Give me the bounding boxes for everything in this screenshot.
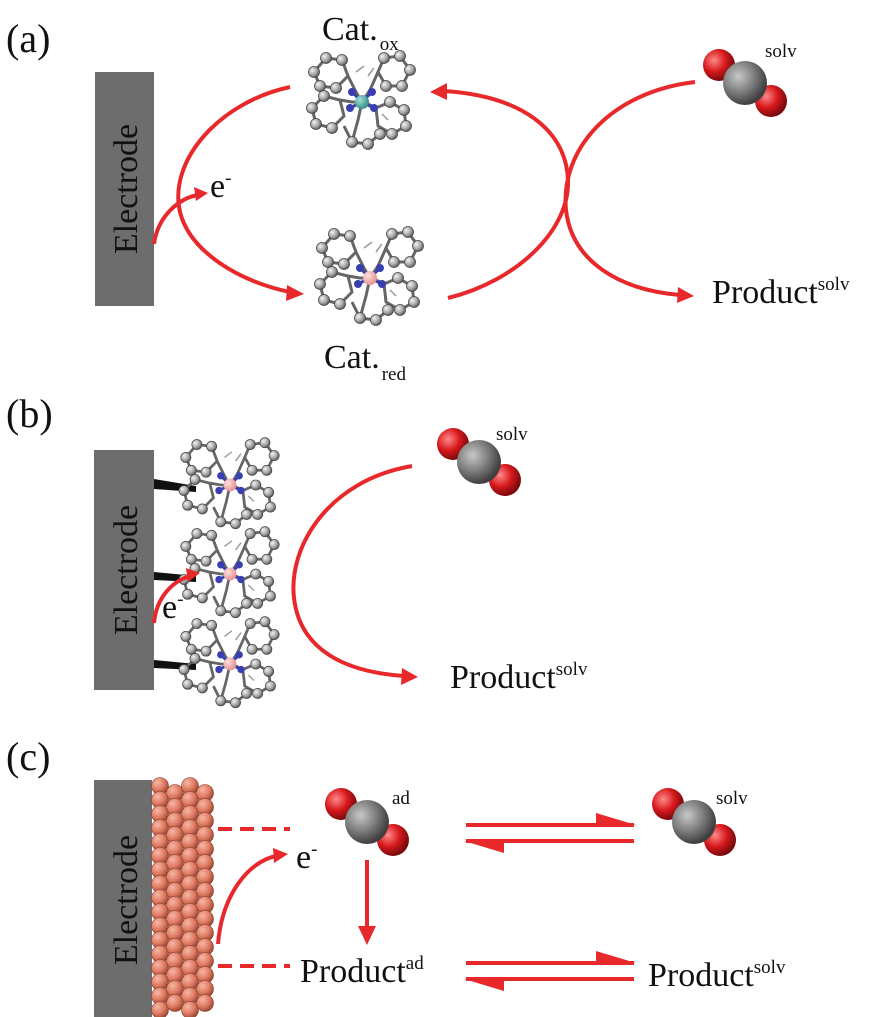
cat-ox-label: Cat. ox — [322, 11, 399, 55]
electron-a-label: e- — [210, 168, 231, 205]
electron-c-label: e- — [296, 839, 317, 876]
reduction-arrowhead — [286, 285, 304, 301]
catalyst-immobilized-icon-1 — [177, 436, 281, 531]
cat-red-label: Cat. red — [324, 339, 406, 385]
electron-transfer-arrow-b — [152, 574, 191, 624]
catalyst-red-icon — [313, 225, 425, 327]
substrate-arc-arrow-b — [291, 464, 413, 678]
conversion-arrowhead — [358, 926, 376, 945]
co2-b-superscript: solv — [496, 424, 528, 445]
oxidation-arc-arrow — [443, 89, 571, 300]
catalyst-immobilized-icon-2 — [177, 525, 281, 620]
electron-transfer-arrow-c — [216, 854, 277, 945]
product-b-label: Productsolv — [450, 659, 588, 696]
electrode-c — [94, 780, 152, 1017]
surface-atom — [181, 1001, 199, 1017]
product-solv-label-c: Productsolv — [648, 957, 786, 994]
electron-transfer-arrow-a — [152, 193, 199, 245]
substrate-arrowhead-b — [401, 668, 418, 685]
substrate-arc-arrow-a — [563, 80, 696, 297]
surface-atom — [196, 994, 214, 1012]
reduction-arc-arrow — [176, 85, 291, 294]
electrode-a — [95, 72, 154, 306]
electrode-a-label: Electrode — [108, 124, 145, 254]
product-ad-label: Productad — [300, 953, 424, 990]
equilibrium-back-head-bottom — [464, 979, 504, 991]
equilibrium-back-head-top — [464, 841, 504, 853]
surface-atom — [151, 1001, 169, 1017]
product-a-label: Productsolv — [712, 274, 850, 311]
electrode-b-label: Electrode — [108, 505, 145, 635]
panel-a-label: (a) — [6, 16, 50, 61]
co2-a-superscript: solv — [765, 41, 797, 62]
substrate-arrowhead-a — [677, 287, 694, 303]
co2-solv-superscript: solv — [716, 788, 748, 809]
catalyst-ox-icon — [305, 49, 417, 151]
equilibrium-forward-head-bottom — [596, 951, 636, 963]
catalyst-immobilized-icon-3 — [177, 615, 281, 710]
panel-c-label: (c) — [6, 734, 50, 779]
oxidation-arrowhead — [430, 83, 447, 100]
electron-b-label: e- — [162, 589, 183, 626]
metal-surface-atoms — [151, 777, 214, 1017]
electron-arrowhead-a — [194, 187, 208, 201]
co2-ad-superscript: ad — [392, 788, 410, 809]
electron-arrowhead-b — [186, 568, 200, 582]
panel-b-label: (b) — [6, 391, 53, 436]
electrode-c-label: Electrode — [108, 835, 145, 965]
surface-atom — [166, 994, 184, 1012]
electron-arrowhead-c — [273, 848, 288, 863]
equilibrium-forward-head-top — [596, 813, 636, 825]
electrode-b — [94, 450, 154, 690]
